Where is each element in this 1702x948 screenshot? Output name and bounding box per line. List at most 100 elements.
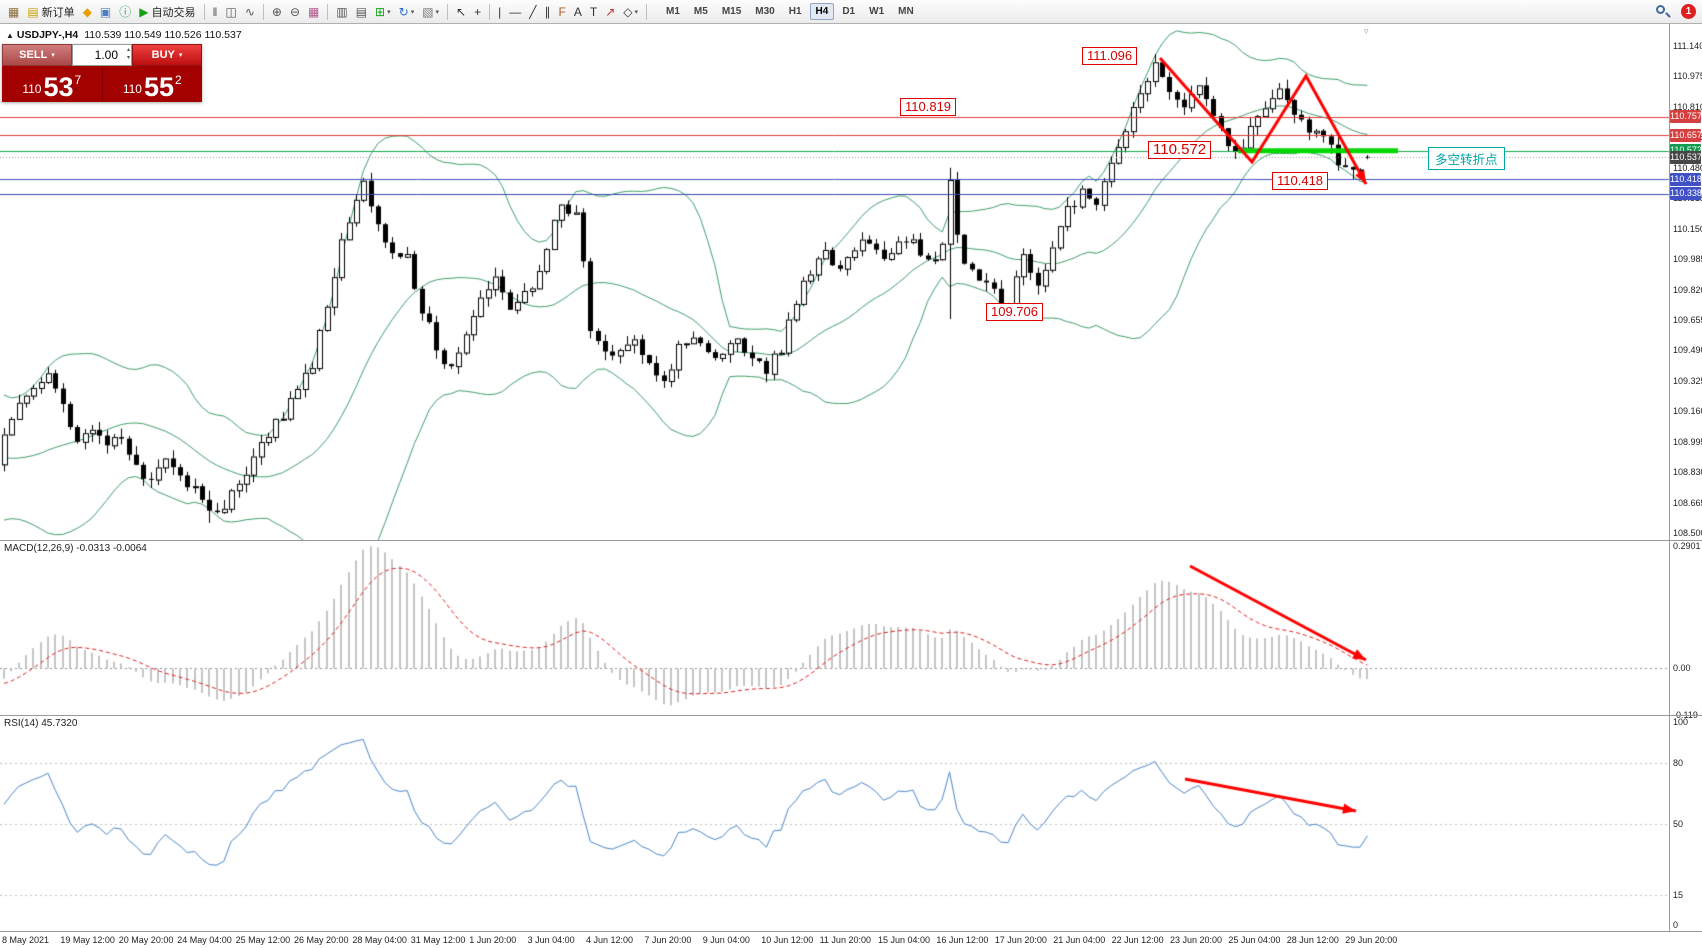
timeframe-h1[interactable]: H1	[788, 6, 802, 17]
x-axis-label: 29 Jun 20:00	[1345, 935, 1398, 945]
sell-price-display[interactable]: 110 53 7	[2, 66, 102, 102]
x-axis-label: 8 May 2021	[2, 935, 50, 945]
label-icon[interactable]: T	[587, 2, 600, 22]
arrows-icon[interactable]: ↗	[602, 2, 618, 22]
chevron-down-icon[interactable]: ▾	[410, 8, 415, 16]
timeframe-m1[interactable]: M1	[666, 6, 680, 17]
cursor-icon[interactable]: ↖	[453, 2, 469, 22]
price-level-label: 110.338	[1670, 187, 1702, 201]
fibonacci-icon[interactable]: F	[556, 2, 569, 22]
x-axis-label: 17 Jun 20:00	[994, 935, 1047, 945]
rsi-axis-tick: 0	[1673, 920, 1679, 930]
buy-options-caret-icon[interactable]: ▾	[178, 52, 183, 59]
price-annotation[interactable]: 111.096	[1082, 47, 1138, 65]
add-indicator-icon[interactable]: ⊞ ▾	[372, 2, 394, 22]
text-icon[interactable]: A	[571, 2, 585, 22]
chevron-down-icon[interactable]: ▾	[634, 8, 639, 16]
horizontal-line-icon[interactable]: —	[506, 2, 524, 22]
y-axis-tick: 108.830	[1673, 467, 1702, 478]
buy-price-display[interactable]: 110 55 2	[101, 66, 203, 102]
search-icon[interactable]	[1654, 3, 1671, 20]
y-axis-tick: 110.150	[1673, 223, 1702, 234]
macd-panel-separator[interactable]	[0, 540, 1702, 541]
volume-up-icon[interactable]: ▴	[126, 47, 130, 53]
new-order-button[interactable]: ▤ 新订单	[24, 2, 77, 22]
sell-price-big: 53	[43, 72, 74, 103]
one-click-trading-panel: SELL ▾ 1.00 ▴ ▾ BUY ▾ 110 53 7 110 55 2	[2, 44, 202, 102]
timeframe-m15[interactable]: M15	[721, 6, 742, 17]
macd-axis-tick: 0.00	[1673, 663, 1691, 673]
x-axis-label: 24 May 04:00	[177, 935, 232, 945]
x-axis-label: 20 May 20:00	[118, 935, 174, 945]
chart-window-icon: ▦	[8, 4, 20, 19]
volume-down-icon[interactable]: ▾	[126, 55, 130, 62]
price-annotation[interactable]: 110.819	[900, 98, 957, 116]
trendline-icon[interactable]: ╱	[526, 2, 539, 22]
chart-ohlc-values: 110.539 110.549 110.526 110.537	[84, 29, 242, 41]
zoom-in-icon[interactable]: ⊕	[269, 2, 285, 22]
zoom-in-icon: ⊕	[271, 4, 282, 19]
vertical-line-icon[interactable]: |	[495, 2, 504, 22]
megaphone-icon[interactable]: ◆	[80, 2, 95, 22]
template-icon[interactable]: ▧ ▾	[419, 2, 442, 22]
price-annotation[interactable]: 110.572	[1148, 141, 1212, 159]
cursor-icon: ↖	[456, 4, 467, 19]
timeframe-mn[interactable]: MN	[898, 6, 914, 17]
tile-windows-icon: ▦	[308, 4, 320, 19]
timeframe-h4[interactable]: H4	[809, 3, 835, 20]
timeframe-m5[interactable]: M5	[693, 6, 708, 17]
arrange-icon[interactable]: ▥	[333, 2, 350, 22]
buy-button[interactable]: BUY ▾	[132, 44, 202, 66]
channel-icon[interactable]: ∥	[542, 2, 554, 22]
price-annotation[interactable]: 110.418	[1272, 172, 1329, 190]
toolbar-separator	[203, 3, 205, 20]
price-annotation[interactable]: 109.706	[986, 303, 1043, 321]
y-axis-tick: 109.655	[1673, 314, 1702, 325]
rsi-axis-tick: 50	[1673, 818, 1684, 829]
timeframe-m30[interactable]: M30	[755, 6, 775, 17]
notification-badge[interactable]: 1	[1681, 4, 1696, 19]
note-annotation[interactable]: 多空转折点	[1428, 147, 1505, 170]
sell-options-caret-icon[interactable]: ▾	[51, 52, 55, 59]
shapes-icon: ◇	[623, 4, 633, 19]
y-axis-tick: 108.995	[1673, 436, 1702, 447]
toolbar-separator	[489, 3, 491, 20]
trade-panel-prices: 110 53 7 110 55 2	[2, 66, 202, 102]
y-axis-tick: 110.480	[1673, 162, 1702, 173]
tile-windows-icon[interactable]: ▦	[305, 2, 322, 22]
rsi-axis-tick: 15	[1673, 889, 1684, 900]
volume-input[interactable]: 1.00 ▴ ▾	[72, 44, 132, 66]
rsi-panel-separator[interactable]	[0, 715, 1702, 716]
x-axis-label: 9 Jun 04:00	[702, 935, 750, 945]
crosshair-icon[interactable]: +	[471, 2, 484, 22]
zoom-out-icon[interactable]: ⊖	[287, 2, 303, 22]
sell-button[interactable]: SELL ▾	[2, 44, 72, 66]
timeframe-w1[interactable]: W1	[869, 6, 885, 17]
refresh-icon[interactable]: ↻ ▾	[396, 2, 418, 22]
timeframe-buttons: M1 M5 M15 M30 H1 H4 D1 W1 MN	[659, 3, 921, 20]
chart-window-icon[interactable]: ▦	[5, 2, 22, 22]
new-order-button-label: 新订单	[41, 6, 75, 19]
price-level-label: 110.757	[1670, 110, 1702, 124]
timeframe-d1[interactable]: D1	[842, 6, 856, 17]
volume-stepper[interactable]: ▴ ▾	[127, 46, 130, 63]
line-chart-icon[interactable]: ∿	[242, 2, 258, 22]
info-icon[interactable]: ⓘ	[116, 2, 134, 22]
chevron-down-icon[interactable]: ▾	[387, 8, 391, 16]
shapes-icon[interactable]: ◇ ▾	[620, 2, 641, 22]
macd-axis-tick: 0.2901	[1673, 541, 1701, 552]
candlestick-chart-icon[interactable]: ◫	[222, 2, 239, 22]
y-axis-tick: 110.810	[1673, 101, 1702, 112]
bar-chart-icon[interactable]: ‖	[210, 2, 221, 22]
x-axis-label: 21 Jun 04:00	[1053, 935, 1106, 945]
x-axis-label: 25 Jun 04:00	[1228, 935, 1281, 945]
y-axis-tick: 108.665	[1673, 497, 1702, 508]
profiles-icon[interactable]: ▣	[97, 2, 114, 22]
toolbar-separator	[327, 3, 329, 20]
chevron-down-icon[interactable]: ▾	[435, 8, 440, 16]
autotrade-button[interactable]: ▶ 自动交易	[136, 2, 198, 22]
cascade-icon[interactable]: ▤	[353, 2, 370, 22]
label-icon: T	[589, 4, 598, 19]
autotrade-button-label: 自动交易	[151, 6, 196, 19]
